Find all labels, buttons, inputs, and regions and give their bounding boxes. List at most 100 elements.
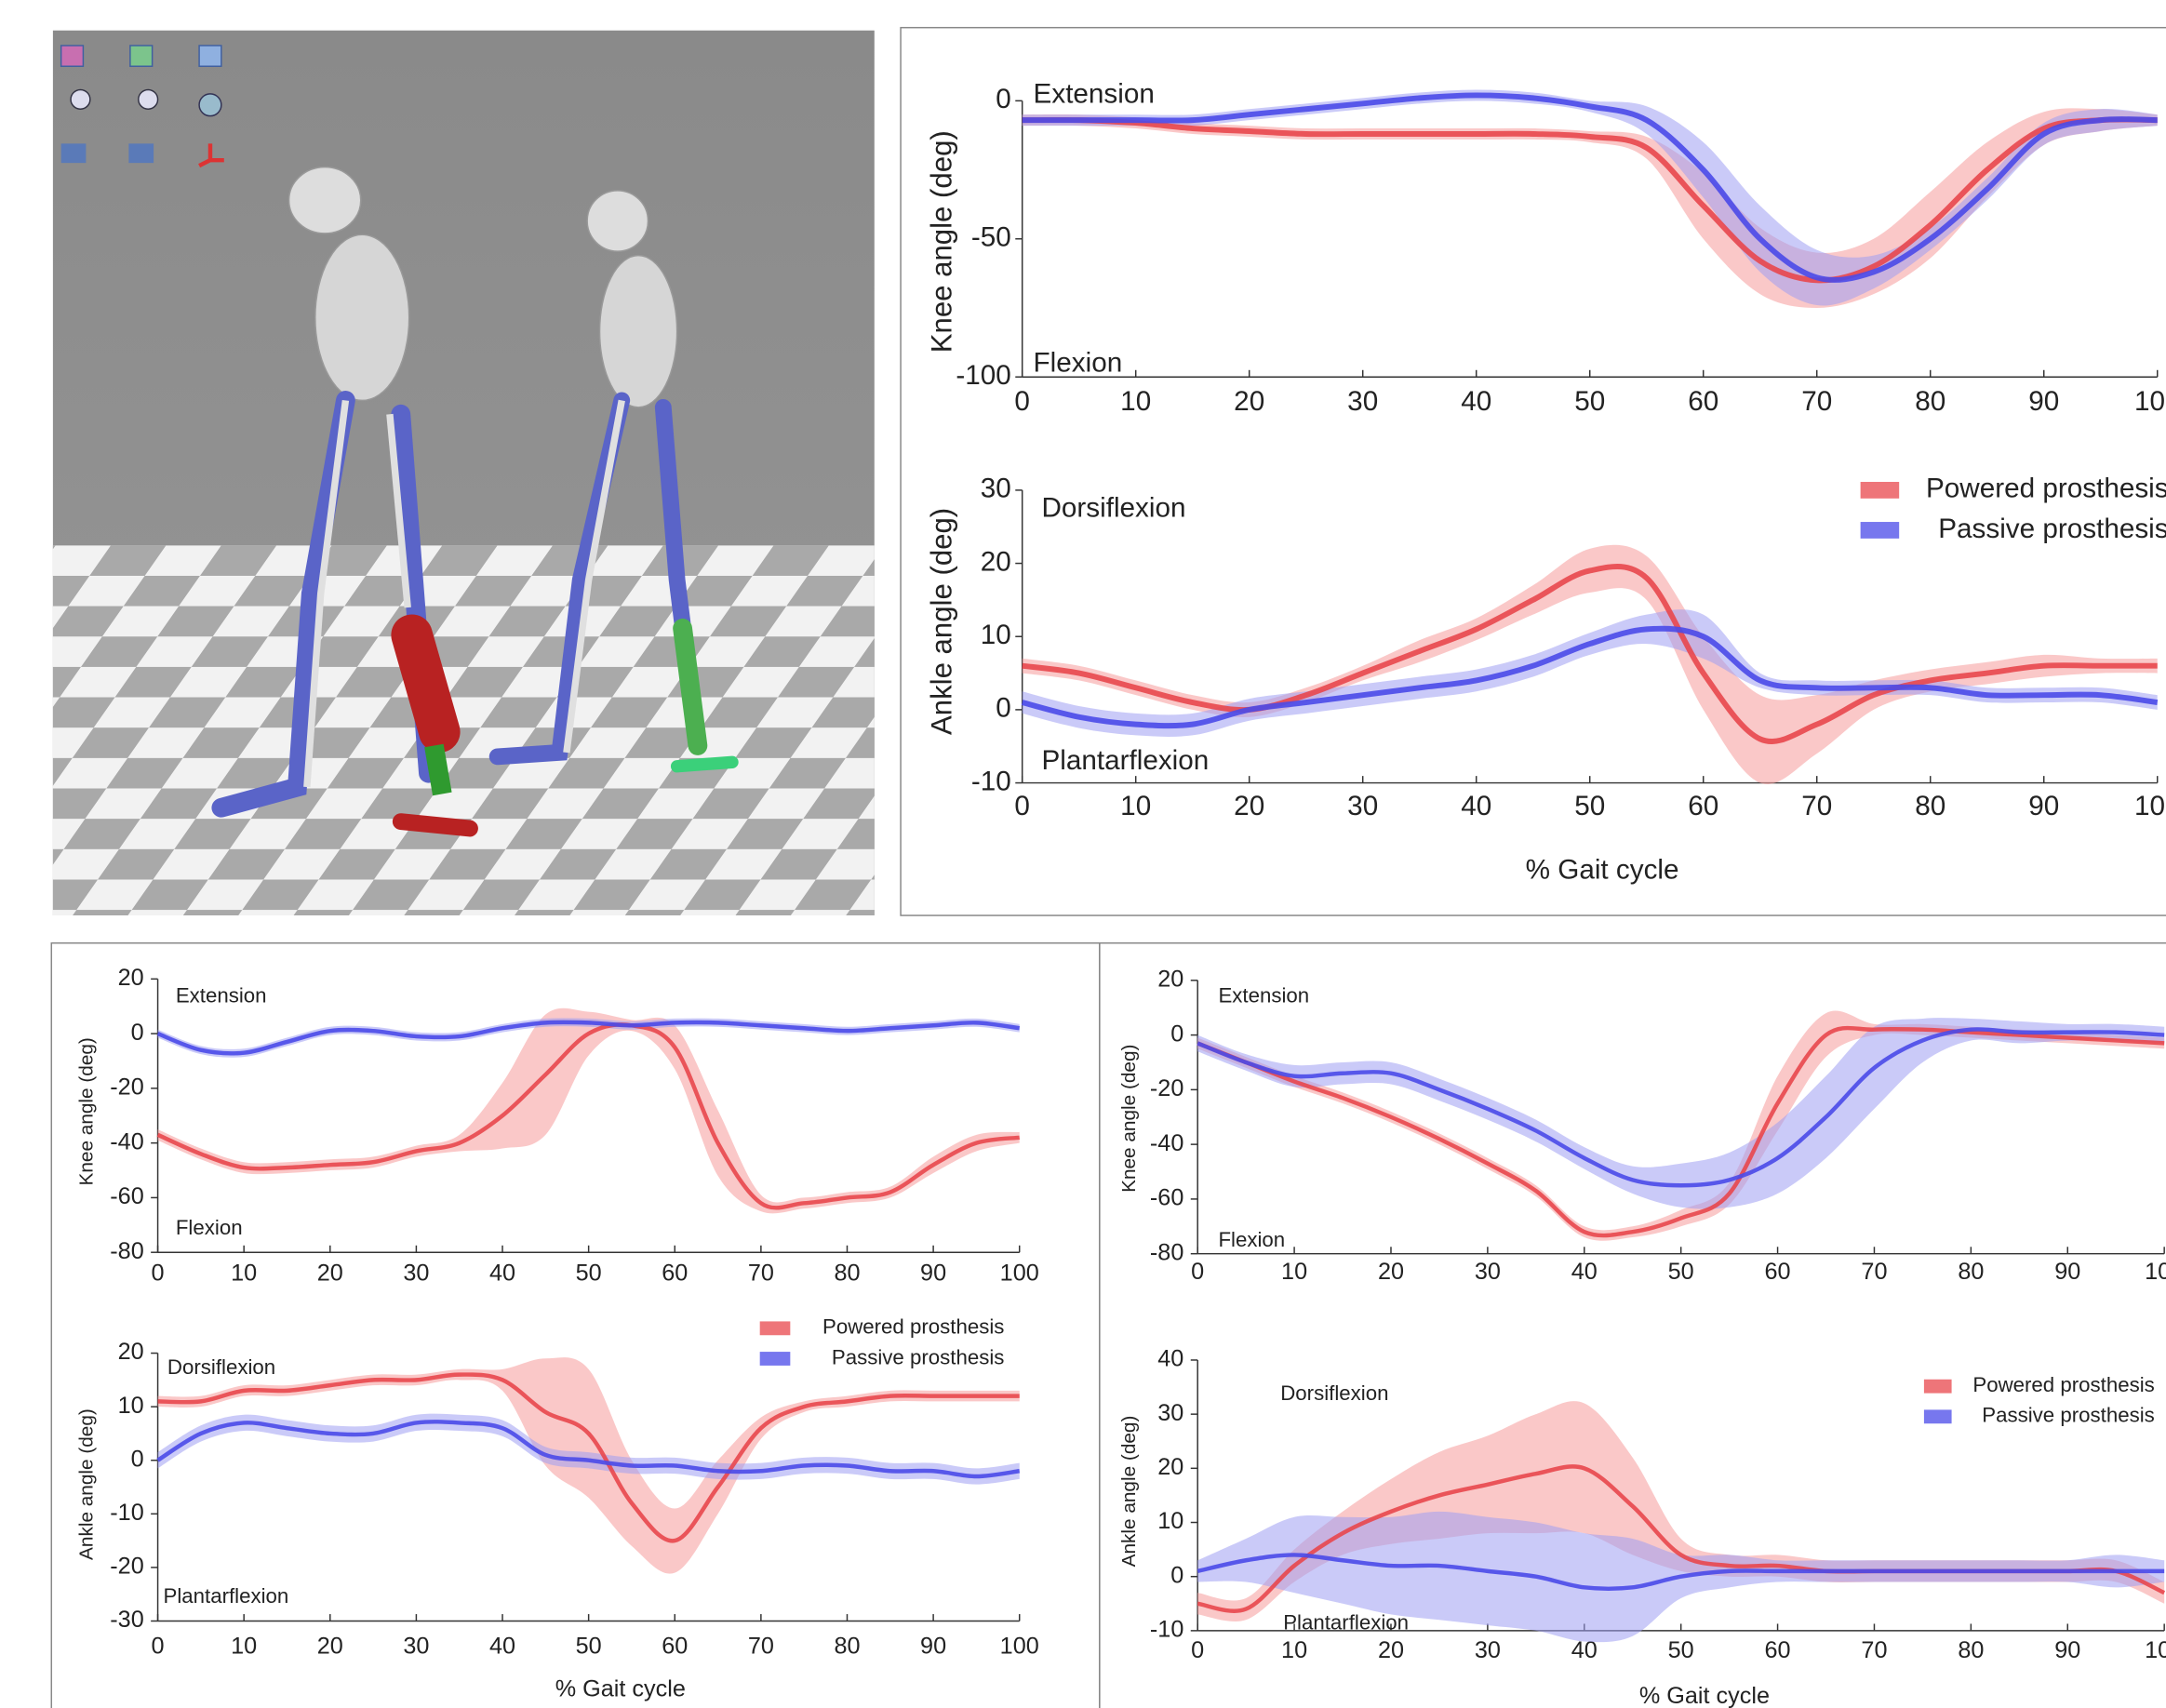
legend-swatch <box>1860 481 1900 499</box>
y-axis-label: Knee angle (deg) <box>75 1037 97 1185</box>
y-tick-label: -30 <box>110 1607 143 1633</box>
x-tick-label: 50 <box>1574 791 1605 821</box>
tool-icon[interactable] <box>138 88 159 110</box>
series-line <box>156 1420 1021 1479</box>
confidence-band <box>1197 1018 2165 1209</box>
y-tick-label: -40 <box>1150 1130 1183 1156</box>
x-tick-label: 90 <box>2028 791 2059 821</box>
legend-label: Powered prosthesis <box>1972 1373 2154 1396</box>
x-tick-label: 50 <box>1668 1637 1694 1663</box>
x-tick-label: 50 <box>1574 386 1605 417</box>
panel-border <box>1099 941 2166 1708</box>
x-tick-label: 70 <box>1801 791 1832 821</box>
x-tick-label: 50 <box>576 1261 602 1287</box>
tool-icon[interactable] <box>60 143 87 164</box>
y-tick-label: -60 <box>110 1183 143 1209</box>
y-tick-label: 20 <box>1157 966 1183 992</box>
series-line <box>156 1020 1021 1056</box>
render-view <box>52 30 875 916</box>
x-tick-label: 60 <box>1765 1259 1791 1285</box>
x-tick-label: 40 <box>1571 1259 1598 1285</box>
tool-icon[interactable] <box>198 143 224 168</box>
x-tick-label: 20 <box>1234 386 1264 417</box>
y-tick-label: 0 <box>131 1020 144 1046</box>
tool-icon[interactable] <box>60 45 85 67</box>
legend-label: Passive prosthesis <box>832 1345 1004 1368</box>
x-tick-label: 80 <box>834 1261 860 1287</box>
annotation: Extension <box>1034 78 1155 109</box>
series-line <box>157 1372 1020 1543</box>
x-tick-label: 90 <box>920 1633 946 1659</box>
series-line <box>1197 1027 2165 1188</box>
x-tick-label: 30 <box>403 1261 429 1287</box>
x-axis-label: % Gait cycle <box>1526 854 1679 885</box>
annotation: Dorsiflexion <box>1041 493 1185 524</box>
y-tick-label: 10 <box>981 620 1011 650</box>
x-axis-label: % Gait cycle <box>555 1675 686 1701</box>
x-tick-label: 80 <box>1958 1637 1984 1663</box>
series-line <box>1197 1553 2165 1592</box>
x-tick-label: 100 <box>2134 791 2166 821</box>
x-tick-label: 20 <box>317 1633 343 1659</box>
x-tick-label: 70 <box>1861 1259 1887 1285</box>
series-line <box>156 1022 1021 1210</box>
y-tick-label: 0 <box>996 693 1011 724</box>
legend-swatch <box>759 1352 791 1366</box>
x-tick-label: 70 <box>1861 1637 1887 1663</box>
render-floor <box>52 545 875 916</box>
legend-swatch <box>1923 1379 1952 1394</box>
x-tick-label: 80 <box>1915 386 1945 417</box>
series-line <box>1022 564 2158 744</box>
y-axis-label: Ankle angle (deg) <box>75 1408 97 1560</box>
x-tick-label: 90 <box>920 1261 946 1287</box>
y-tick-label: 10 <box>118 1393 144 1419</box>
x-tick-label: 100 <box>2134 386 2166 417</box>
tool-icon[interactable] <box>198 45 222 67</box>
x-tick-label: 20 <box>1378 1259 1404 1285</box>
tool-icon[interactable] <box>198 93 222 117</box>
x-tick-label: 0 <box>1191 1637 1204 1663</box>
y-tick-label: 0 <box>1170 1562 1183 1588</box>
series-line <box>1022 92 2158 283</box>
x-tick-label: 0 <box>152 1261 165 1287</box>
x-tick-label: 70 <box>748 1633 774 1659</box>
y-tick-label: -20 <box>1150 1075 1183 1101</box>
x-tick-label: 0 <box>152 1633 165 1659</box>
legend-label: Powered prosthesis <box>822 1315 1004 1339</box>
skeleton-left <box>211 166 478 837</box>
legend-label: Passive prosthesis <box>1938 514 2166 544</box>
annotation: Extension <box>1218 983 1309 1007</box>
y-tick-label: -50 <box>971 222 1011 253</box>
annotation: Plantarflexion <box>1283 1610 1409 1634</box>
y-tick-label: 0 <box>1170 1021 1183 1047</box>
x-tick-label: 40 <box>489 1261 515 1287</box>
legend-label: Powered prosthesis <box>1926 474 2166 504</box>
x-tick-label: 10 <box>231 1633 257 1659</box>
x-tick-label: 30 <box>1347 791 1378 821</box>
y-axis-label: Knee angle (deg) <box>925 130 957 353</box>
y-tick-label: -80 <box>110 1238 143 1264</box>
legend-swatch <box>759 1321 791 1336</box>
x-tick-label: 0 <box>1191 1259 1204 1285</box>
x-tick-label: 100 <box>1000 1633 1039 1659</box>
x-tick-label: 40 <box>1461 386 1491 417</box>
x-tick-label: 10 <box>1281 1637 1307 1663</box>
tool-icon[interactable] <box>128 143 154 164</box>
x-tick-label: 0 <box>1014 791 1030 821</box>
y-tick-label: -20 <box>110 1074 143 1101</box>
tool-icon[interactable] <box>129 45 154 67</box>
x-tick-label: 60 <box>1688 791 1718 821</box>
x-tick-label: 10 <box>1281 1259 1307 1285</box>
y-tick-label: -10 <box>971 766 1011 796</box>
x-tick-label: 80 <box>1915 791 1945 821</box>
x-tick-label: 10 <box>1120 386 1151 417</box>
y-axis-label: Ankle angle (deg) <box>925 508 957 735</box>
y-tick-label: -60 <box>1150 1185 1183 1211</box>
tool-icon[interactable] <box>70 88 91 110</box>
x-tick-label: 60 <box>662 1261 688 1287</box>
y-tick-label: -20 <box>110 1554 143 1580</box>
annotation: Dorsiflexion <box>1280 1381 1388 1405</box>
annotation: Plantarflexion <box>1041 745 1209 776</box>
annotation: Flexion <box>1034 348 1123 379</box>
